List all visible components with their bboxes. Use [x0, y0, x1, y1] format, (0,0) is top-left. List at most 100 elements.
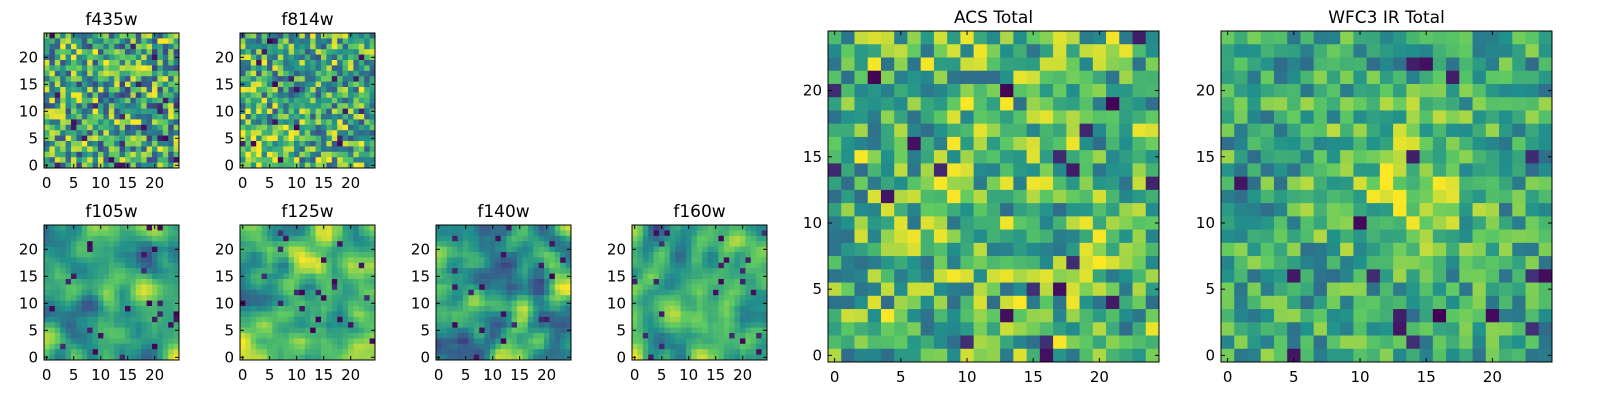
- heatmap-cell: [1472, 189, 1487, 204]
- heatmap-cell: [81, 65, 88, 72]
- heatmap-cell: [44, 76, 50, 82]
- heatmap-cell: [1406, 110, 1420, 125]
- heatmap-cell: [283, 49, 289, 55]
- heatmap-cell: [828, 269, 842, 283]
- heatmap-cell: [331, 273, 338, 280]
- heatmap-cell: [369, 60, 376, 66]
- heatmap-cell: [490, 338, 496, 345]
- heatmap-cell: [272, 225, 279, 231]
- heatmap-cell: [1026, 348, 1041, 363]
- heatmap-cell: [452, 311, 458, 318]
- heatmap-cell: [446, 343, 453, 350]
- heatmap-cell: [108, 65, 115, 72]
- heatmap-cell: [702, 241, 708, 247]
- heatmap-cell: [1132, 295, 1147, 310]
- heatmap-cell: [364, 284, 370, 291]
- heatmap-cell: [119, 349, 126, 355]
- heatmap-cell: [49, 76, 56, 82]
- heatmap-cell: [326, 33, 333, 39]
- heatmap-cell: [1079, 322, 1094, 336]
- heatmap-cell: [680, 333, 687, 339]
- heatmap-cell: [119, 97, 126, 104]
- heatmap-cell: [473, 311, 480, 318]
- heatmap-cell: [490, 300, 496, 307]
- heatmap-cell: [348, 43, 354, 50]
- heatmap-cell: [304, 316, 311, 323]
- heatmap-cell: [1145, 31, 1160, 45]
- heatmap-cell: [642, 273, 649, 280]
- heatmap-cell: [315, 114, 322, 120]
- heatmap-cell: [348, 108, 354, 115]
- heatmap-cell: [947, 97, 961, 111]
- heatmap-cell: [326, 349, 333, 355]
- heatmap-cell: [81, 252, 88, 258]
- heatmap-cell: [828, 136, 842, 151]
- heatmap-cell: [294, 279, 300, 285]
- heatmap-cell: [880, 97, 895, 111]
- heatmap-cell: [973, 348, 988, 363]
- heatmap-cell: [369, 151, 376, 158]
- heatmap-cell: [907, 295, 922, 310]
- heatmap-cell: [533, 284, 539, 291]
- heatmap-cell: [1132, 123, 1147, 138]
- heatmap-cell: [162, 97, 169, 104]
- heatmap-cell: [441, 289, 448, 296]
- heatmap-cell: [1000, 229, 1014, 244]
- heatmap-cell: [152, 327, 158, 334]
- heatmap-cell: [304, 76, 311, 82]
- heatmap-cell: [304, 141, 311, 147]
- heatmap-cell: [441, 327, 448, 334]
- heatmap-cell: [65, 157, 72, 163]
- heatmap-cell: [44, 151, 50, 158]
- y-tick-label: 20: [411, 240, 430, 258]
- heatmap-cell: [168, 141, 174, 147]
- heatmap-cell: [538, 230, 545, 237]
- heatmap-cell: [463, 338, 469, 345]
- heatmap-cell: [500, 322, 507, 328]
- heatmap-cell: [1525, 136, 1540, 151]
- heatmap-cell: [315, 146, 322, 153]
- heatmap-cell: [108, 87, 115, 93]
- heatmap-cell: [288, 279, 295, 285]
- heatmap-cell: [1013, 31, 1027, 45]
- heatmap-cell: [256, 225, 262, 231]
- heatmap-cell: [353, 338, 360, 345]
- heatmap-cell: [484, 279, 491, 285]
- x-tick-label: 5: [265, 366, 275, 384]
- heatmap-cell: [294, 81, 300, 88]
- heatmap-cell: [750, 273, 757, 280]
- heatmap-cell: [1000, 322, 1014, 336]
- heatmap-cell: [168, 284, 174, 291]
- heatmap-cell: [452, 279, 458, 285]
- heatmap-cell: [933, 163, 948, 178]
- heatmap-cell: [960, 83, 975, 98]
- heatmap-cell: [87, 151, 93, 158]
- heatmap-cell: [740, 300, 746, 307]
- heatmap-cell: [960, 176, 975, 191]
- heatmap-cell: [326, 322, 333, 328]
- heatmap-cell: [119, 157, 126, 163]
- heatmap-cell: [479, 322, 485, 328]
- heatmap-cell: [745, 327, 752, 334]
- heatmap-cell: [653, 354, 660, 361]
- heatmap-cell: [277, 273, 284, 280]
- heatmap-cell: [310, 76, 316, 82]
- heatmap-cell: [947, 31, 961, 45]
- heatmap-cell: [267, 119, 273, 126]
- heatmap-cell: [299, 114, 306, 120]
- heatmap-cell: [473, 338, 480, 345]
- heatmap-cell: [511, 257, 518, 264]
- heatmap-cell: [986, 282, 1001, 297]
- heatmap-cell: [933, 136, 948, 151]
- heatmap-cell: [135, 151, 142, 158]
- heatmap-cell: [245, 54, 252, 61]
- heatmap-cell: [1459, 57, 1473, 72]
- heatmap-cell: [495, 246, 502, 253]
- heatmap-cell: [49, 119, 56, 126]
- heatmap-cell: [659, 257, 665, 264]
- heatmap-cell: [250, 151, 257, 158]
- heatmap-cell: [358, 119, 365, 126]
- heatmap-cell: [337, 338, 343, 345]
- heatmap-cell: [960, 97, 975, 111]
- heatmap-cell: [130, 119, 137, 126]
